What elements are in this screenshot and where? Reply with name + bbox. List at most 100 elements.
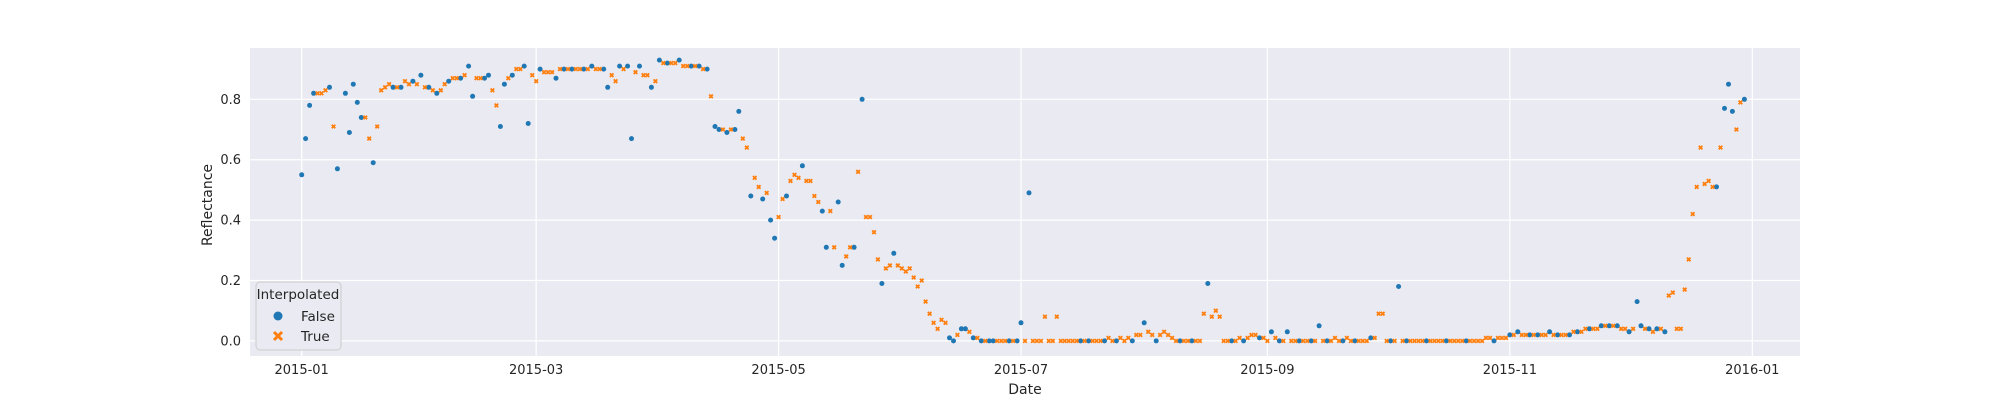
data-point-false	[1086, 338, 1092, 344]
data-point-false	[1396, 284, 1402, 289]
data-point-true	[1125, 335, 1131, 341]
data-point-true	[788, 178, 793, 184]
data-point-false	[819, 208, 825, 214]
data-point-true	[386, 81, 392, 87]
data-point-true	[1686, 256, 1692, 262]
data-point-true	[1658, 326, 1664, 332]
data-point-true	[708, 93, 714, 99]
data-point-true	[1435, 338, 1441, 344]
data-point-false	[990, 338, 996, 344]
data-point-false	[1726, 81, 1731, 87]
data-point-false	[716, 127, 722, 132]
data-point-false	[1443, 338, 1449, 344]
data-point-true	[1201, 311, 1207, 317]
x-tick-label: 2015-03	[509, 363, 563, 378]
data-point-false	[784, 193, 789, 199]
data-point-true	[1292, 338, 1298, 344]
data-point-true	[1161, 329, 1167, 335]
data-point-true	[1360, 338, 1366, 344]
data-point-true	[1109, 338, 1115, 344]
y-axis-ticks: 0.0 0.2 0.4 0.6 0.8	[220, 93, 241, 350]
data-point-true	[633, 69, 638, 75]
data-point-false	[1177, 338, 1183, 344]
data-point-true	[1288, 338, 1294, 344]
data-point-true	[899, 265, 905, 271]
data-point-true	[1523, 332, 1529, 338]
data-point-false	[501, 81, 507, 87]
data-point-true	[1217, 314, 1223, 320]
data-point-true	[402, 78, 408, 84]
data-point-true	[1559, 332, 1564, 338]
data-point-false	[327, 84, 332, 90]
data-point-true	[1280, 338, 1286, 344]
data-point-false	[1189, 338, 1195, 344]
data-point-false	[418, 72, 424, 78]
data-point-true	[1563, 332, 1568, 338]
data-point-true	[1447, 338, 1453, 344]
data-point-true	[1356, 338, 1362, 344]
data-point-false	[1129, 338, 1135, 344]
data-point-false	[1535, 332, 1541, 338]
data-point-true	[1503, 335, 1509, 341]
data-point-true	[811, 193, 817, 199]
data-point-true	[577, 66, 583, 72]
data-point-true	[803, 178, 809, 184]
y-tick-label: 0.8	[220, 93, 241, 108]
data-point-true	[1650, 329, 1656, 335]
data-point-true	[1233, 338, 1239, 344]
data-point-true	[1070, 338, 1076, 344]
data-point-true	[1082, 338, 1088, 344]
data-point-true	[1209, 314, 1215, 320]
data-point-true	[1320, 338, 1326, 344]
data-point-false	[1404, 338, 1409, 344]
data-point-true	[1348, 338, 1354, 344]
data-point-true	[1479, 338, 1485, 344]
data-point-true	[1594, 326, 1600, 332]
data-point-true	[720, 127, 726, 132]
data-point-true	[1483, 335, 1489, 341]
data-point-true	[442, 81, 448, 87]
data-point-true	[1419, 338, 1425, 344]
data-point-true	[1427, 338, 1433, 344]
data-point-true	[1408, 338, 1413, 344]
data-point-true	[478, 75, 483, 81]
data-point-false	[704, 66, 710, 72]
data-point-true	[597, 66, 603, 72]
data-point-true	[1571, 329, 1576, 335]
data-point-true	[1694, 184, 1700, 190]
data-point-false	[1626, 329, 1632, 335]
data-point-false	[851, 244, 857, 250]
data-point-false	[1729, 108, 1735, 114]
data-point-false	[1340, 338, 1346, 344]
data-point-false	[648, 84, 654, 90]
data-point-false	[664, 60, 670, 66]
data-point-false	[470, 93, 476, 99]
data-point-true	[1098, 338, 1103, 344]
y-tick-label: 0.6	[220, 153, 241, 168]
data-point-true	[807, 178, 813, 184]
data-point-true	[911, 275, 917, 280]
data-point-false	[1018, 320, 1024, 326]
legend-label-true: True	[300, 329, 330, 345]
data-point-true	[362, 115, 368, 120]
data-point-true	[1400, 338, 1406, 344]
data-point-true	[541, 69, 547, 75]
data-point-true	[382, 84, 388, 90]
data-point-false	[1634, 299, 1640, 305]
data-point-false	[1026, 190, 1032, 196]
data-point-false	[835, 199, 841, 205]
legend-marker-false	[273, 311, 283, 321]
y-tick-label: 0.4	[220, 214, 241, 229]
data-point-true	[1698, 145, 1704, 151]
data-point-false	[426, 84, 432, 90]
data-point-true	[692, 63, 698, 69]
data-point-true	[1304, 338, 1310, 344]
data-point-true	[613, 78, 619, 84]
data-point-false	[736, 108, 742, 114]
x-tick-label: 2015-01	[275, 363, 329, 378]
data-point-true	[1328, 338, 1334, 344]
data-point-false	[390, 84, 396, 90]
data-point-false	[1714, 184, 1719, 190]
legend-title: Interpolated	[257, 287, 340, 303]
data-point-true	[557, 66, 563, 72]
